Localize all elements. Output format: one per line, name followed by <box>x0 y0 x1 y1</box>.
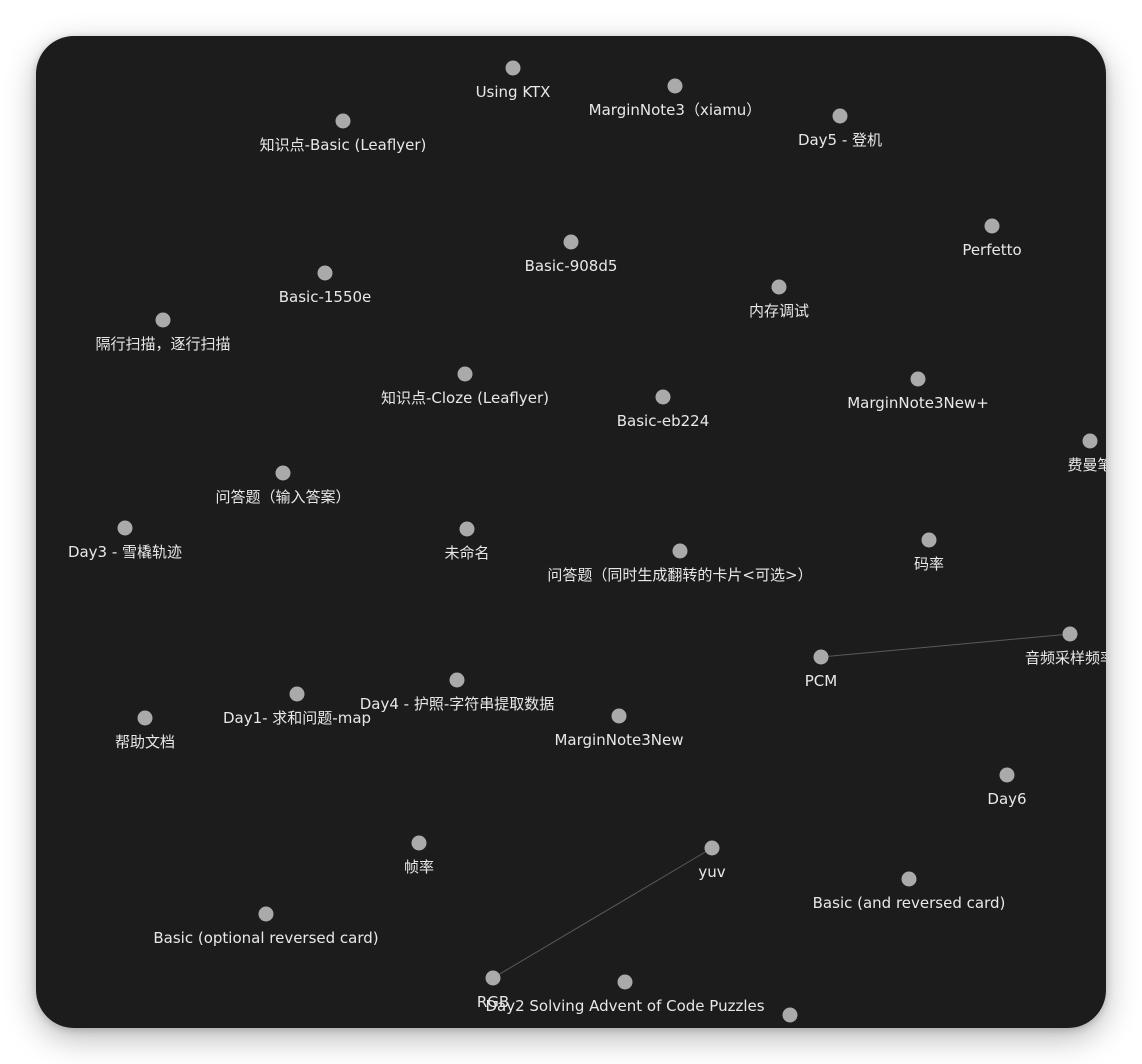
graph-node-label: Using KTX <box>476 83 551 101</box>
graph-node-dot[interactable] <box>485 970 501 986</box>
graph-node-dot[interactable] <box>901 871 917 887</box>
graph-node[interactable]: Perfetto <box>962 218 1022 260</box>
graph-node-label: PCM <box>805 672 837 690</box>
graph-node[interactable]: yuv <box>698 840 726 882</box>
graph-node-label: 问答题（同时生成翻转的卡片<可选>） <box>547 566 812 584</box>
graph-node-label: 知识点-Cloze (Leaflyer) <box>381 389 549 407</box>
graph-node-label: 帮助文档 <box>115 733 175 751</box>
graph-node[interactable]: RGB <box>477 970 509 1012</box>
graph-node-label: Basic (and reversed card) <box>813 894 1006 912</box>
graph-edge <box>492 847 713 979</box>
graph-node-dot[interactable] <box>984 218 1000 234</box>
graph-node-dot[interactable] <box>782 1007 798 1023</box>
graph-node-dot[interactable] <box>449 672 465 688</box>
graph-node[interactable]: MarginNote3New+ <box>847 371 989 413</box>
graph-node-dot[interactable] <box>563 234 579 250</box>
graph-node[interactable]: 知识点-Cloze (Leaflyer) <box>381 366 549 408</box>
graph-node-label: Perfetto <box>962 241 1021 259</box>
graph-node-label: Day4 - 护照-字符串提取数据 <box>360 695 555 713</box>
graph-node-dot[interactable] <box>832 108 848 124</box>
graph-node[interactable]: Basic-eb224 <box>617 389 710 431</box>
graph-node-dot[interactable] <box>317 265 333 281</box>
graph-node[interactable]: PCM <box>805 649 837 691</box>
graph-node[interactable] <box>782 1007 798 1023</box>
graph-node-dot[interactable] <box>335 113 351 129</box>
graph-node-dot[interactable] <box>813 649 829 665</box>
graph-node-label: Day2 Solving Advent of Code Puzzles <box>485 997 764 1015</box>
graph-node-label: Basic-eb224 <box>617 412 710 430</box>
graph-node-dot[interactable] <box>667 78 683 94</box>
graph-node-dot[interactable] <box>999 767 1015 783</box>
graph-node-dot[interactable] <box>289 686 305 702</box>
graph-node-dot[interactable] <box>672 543 688 559</box>
graph-node[interactable]: Basic-1550e <box>279 265 372 307</box>
graph-node-label: RGB <box>477 993 509 1011</box>
graph-node-dot[interactable] <box>655 389 671 405</box>
graph-node[interactable]: 帮助文档 <box>115 710 175 752</box>
graph-node[interactable]: 隔行扫描，逐行扫描 <box>95 312 231 354</box>
graph-node-dot[interactable] <box>457 366 473 382</box>
graph-node[interactable]: 音频采样频率 <box>1025 626 1106 668</box>
graph-node[interactable]: Day3 - 雪橇轨迹 <box>68 520 182 562</box>
graph-node-label: Basic (optional reversed card) <box>153 929 378 947</box>
graph-node-dot[interactable] <box>137 710 153 726</box>
graph-node[interactable]: Basic (and reversed card) <box>813 871 1006 913</box>
graph-node-label: 隔行扫描，逐行扫描 <box>95 335 230 353</box>
graph-node-label: 内存调试 <box>749 302 809 320</box>
graph-node-label: Day6 <box>987 790 1026 808</box>
knowledge-graph-canvas[interactable]: Using KTX MarginNote3（xiamu） 知识点-Basic (Le… <box>36 36 1106 1028</box>
graph-node[interactable]: 问答题（同时生成翻转的卡片<可选>） <box>547 543 813 585</box>
graph-node-label: Day1- 求和问题-map <box>223 709 371 727</box>
graph-node-label: 知识点-Basic (Leaflyer) <box>260 136 427 154</box>
graph-node-dot[interactable] <box>505 60 521 76</box>
graph-node-dot[interactable] <box>1082 433 1098 449</box>
graph-node-label: 未命名 <box>444 544 489 562</box>
graph-node[interactable]: Basic (optional reversed card) <box>153 906 379 948</box>
graph-node-dot[interactable] <box>921 532 937 548</box>
graph-node-dot[interactable] <box>155 312 171 328</box>
graph-node-label: MarginNote3New+ <box>847 394 989 412</box>
graph-node[interactable]: Day5 - 登机 <box>798 108 882 150</box>
graph-edge <box>820 633 1071 658</box>
graph-view-window[interactable]: Using KTX MarginNote3（xiamu） 知识点-Basic (Le… <box>36 36 1106 1028</box>
graph-node-dot[interactable] <box>258 906 274 922</box>
graph-node-label: Basic-908d5 <box>525 257 618 275</box>
graph-node-dot[interactable] <box>617 974 633 990</box>
graph-node-dot[interactable] <box>459 521 475 537</box>
graph-node-label: 音频采样频率 <box>1025 649 1106 667</box>
graph-node[interactable]: 问答题（输入答案） <box>215 465 351 507</box>
graph-node[interactable]: 内存调试 <box>749 279 809 321</box>
graph-node[interactable]: 费曼笔 <box>1067 433 1106 475</box>
graph-node-label: Day3 - 雪橇轨迹 <box>68 543 182 561</box>
graph-node-dot[interactable] <box>1062 626 1078 642</box>
graph-node-label: MarginNote3（xiamu） <box>589 101 762 119</box>
graph-node-label: Day5 - 登机 <box>798 131 882 149</box>
graph-node-dot[interactable] <box>611 708 627 724</box>
graph-node-dot[interactable] <box>910 371 926 387</box>
graph-node[interactable]: Basic-908d5 <box>525 234 618 276</box>
graph-node[interactable]: Day1- 求和问题-map <box>223 686 371 728</box>
graph-node-dot[interactable] <box>117 520 133 536</box>
graph-node-label: Basic-1550e <box>279 288 372 306</box>
graph-node[interactable]: Day6 <box>987 767 1027 809</box>
graph-node-label: 码率 <box>914 555 944 573</box>
graph-node-label: yuv <box>698 863 725 881</box>
graph-node-dot[interactable] <box>704 840 720 856</box>
graph-node[interactable]: 码率 <box>914 532 944 574</box>
graph-node[interactable]: Day4 - 护照-字符串提取数据 <box>360 672 555 714</box>
graph-node[interactable]: 未命名 <box>444 521 490 563</box>
graph-node[interactable]: 知识点-Basic (Leaflyer) <box>260 113 427 155</box>
graph-node-label: 帧率 <box>404 858 434 876</box>
graph-node[interactable]: Day2 Solving Advent of Code Puzzles <box>485 974 765 1016</box>
graph-node-label: 费曼笔 <box>1067 456 1106 474</box>
graph-node[interactable]: 帧率 <box>404 835 434 877</box>
graph-node-label: 问答题（输入答案） <box>215 488 350 506</box>
graph-node-label: MarginNote3New <box>554 731 683 749</box>
graph-node-dot[interactable] <box>275 465 291 481</box>
graph-node[interactable]: MarginNote3New <box>554 708 684 750</box>
graph-node-dot[interactable] <box>771 279 787 295</box>
graph-node[interactable]: MarginNote3（xiamu） <box>589 78 762 120</box>
graph-node-dot[interactable] <box>411 835 427 851</box>
graph-node[interactable]: Using KTX <box>476 60 551 102</box>
